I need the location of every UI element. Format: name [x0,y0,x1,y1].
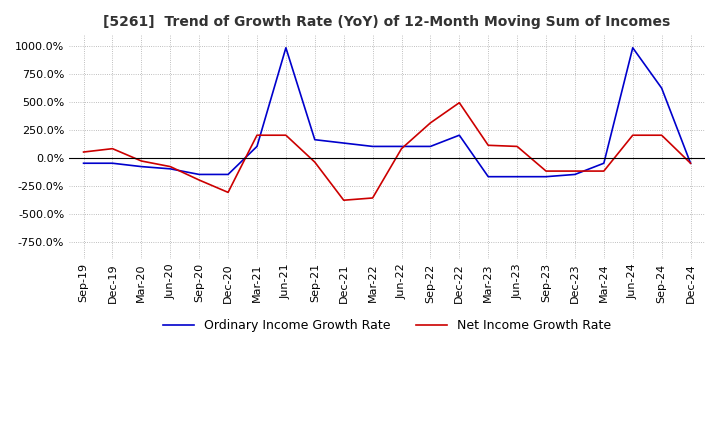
Title: [5261]  Trend of Growth Rate (YoY) of 12-Month Moving Sum of Incomes: [5261] Trend of Growth Rate (YoY) of 12-… [104,15,671,29]
Ordinary Income Growth Rate [513,174,521,180]
Ordinary Income Growth Rate [166,166,174,172]
Ordinary Income Growth Rate [224,172,233,177]
Net Income Growth Rate [629,132,637,138]
Ordinary Income Growth Rate [108,161,117,166]
Ordinary Income Growth Rate [455,132,464,138]
Ordinary Income Growth Rate [629,45,637,51]
Ordinary Income Growth Rate [571,172,580,177]
Ordinary Income Growth Rate [397,144,406,149]
Ordinary Income Growth Rate [426,144,435,149]
Ordinary Income Growth Rate [137,164,145,169]
Net Income Growth Rate [686,161,695,166]
Legend: Ordinary Income Growth Rate, Net Income Growth Rate: Ordinary Income Growth Rate, Net Income … [158,315,616,337]
Net Income Growth Rate [369,195,377,201]
Line: Net Income Growth Rate: Net Income Growth Rate [84,103,690,200]
Ordinary Income Growth Rate [310,137,319,142]
Net Income Growth Rate [282,132,290,138]
Net Income Growth Rate [79,150,88,155]
Ordinary Income Growth Rate [282,45,290,51]
Net Income Growth Rate [166,164,174,169]
Net Income Growth Rate [426,120,435,125]
Ordinary Income Growth Rate [253,144,261,149]
Ordinary Income Growth Rate [79,161,88,166]
Net Income Growth Rate [339,198,348,203]
Net Income Growth Rate [455,100,464,105]
Net Income Growth Rate [513,144,521,149]
Ordinary Income Growth Rate [541,174,550,180]
Net Income Growth Rate [397,146,406,151]
Net Income Growth Rate [310,159,319,165]
Net Income Growth Rate [108,146,117,151]
Ordinary Income Growth Rate [657,85,666,91]
Ordinary Income Growth Rate [195,172,204,177]
Net Income Growth Rate [195,177,204,183]
Ordinary Income Growth Rate [484,174,492,180]
Net Income Growth Rate [484,143,492,148]
Net Income Growth Rate [571,169,580,174]
Ordinary Income Growth Rate [339,140,348,146]
Net Income Growth Rate [600,169,608,174]
Net Income Growth Rate [224,190,233,195]
Net Income Growth Rate [253,132,261,138]
Net Income Growth Rate [541,169,550,174]
Ordinary Income Growth Rate [600,161,608,166]
Ordinary Income Growth Rate [686,161,695,166]
Net Income Growth Rate [657,132,666,138]
Line: Ordinary Income Growth Rate: Ordinary Income Growth Rate [84,48,690,177]
Net Income Growth Rate [137,158,145,164]
Ordinary Income Growth Rate [369,144,377,149]
